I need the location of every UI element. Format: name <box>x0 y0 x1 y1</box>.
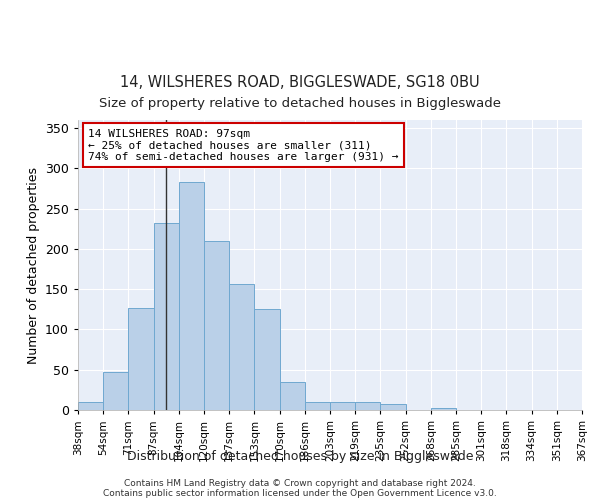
Bar <box>380 404 406 410</box>
Bar <box>254 310 280 410</box>
Bar <box>179 182 204 410</box>
Text: 14 WILSHERES ROAD: 97sqm
← 25% of detached houses are smaller (311)
74% of semi-: 14 WILSHERES ROAD: 97sqm ← 25% of detach… <box>88 128 398 162</box>
Bar <box>355 402 380 410</box>
Bar <box>128 308 154 410</box>
Text: Contains public sector information licensed under the Open Government Licence v3: Contains public sector information licen… <box>103 488 497 498</box>
Text: Contains HM Land Registry data © Crown copyright and database right 2024.: Contains HM Land Registry data © Crown c… <box>124 478 476 488</box>
Bar <box>204 241 229 410</box>
Y-axis label: Number of detached properties: Number of detached properties <box>26 166 40 364</box>
Bar <box>103 372 128 410</box>
Bar <box>305 402 330 410</box>
Bar <box>330 402 355 410</box>
Text: Distribution of detached houses by size in Biggleswade: Distribution of detached houses by size … <box>127 450 473 463</box>
Text: Size of property relative to detached houses in Biggleswade: Size of property relative to detached ho… <box>99 97 501 110</box>
Text: 14, WILSHERES ROAD, BIGGLESWADE, SG18 0BU: 14, WILSHERES ROAD, BIGGLESWADE, SG18 0B… <box>120 75 480 90</box>
Bar <box>154 223 179 410</box>
Bar <box>78 402 103 410</box>
Bar <box>280 382 305 410</box>
Bar <box>229 284 254 410</box>
Bar <box>431 408 456 410</box>
